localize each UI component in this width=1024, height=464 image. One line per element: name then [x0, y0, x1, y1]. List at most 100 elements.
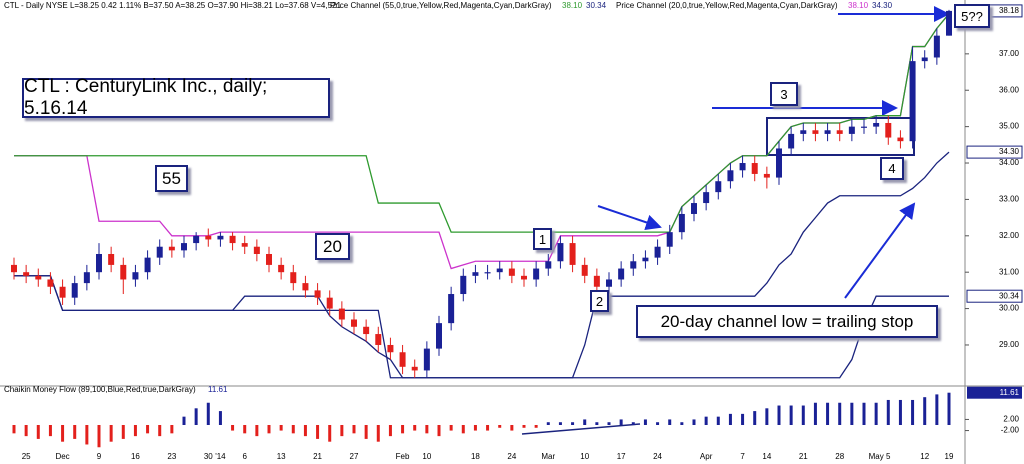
x-tick-label: 10	[580, 452, 589, 461]
candle-body	[678, 213, 685, 233]
candle-body	[812, 130, 819, 134]
candle-body	[193, 235, 200, 244]
cmf-bar	[243, 425, 247, 434]
cmf-bar	[789, 405, 793, 425]
candle-body	[751, 163, 758, 174]
cmf-bar	[656, 422, 660, 425]
label-box: 4	[880, 157, 904, 180]
y-tick-label: 36.00	[999, 85, 1020, 94]
candle-body	[108, 253, 115, 265]
x-tick-label: 12	[920, 452, 929, 461]
candle-body	[521, 275, 527, 280]
study-label: Price Channel (20,0,true,Yellow,Red,Mage…	[616, 1, 838, 10]
cmf-bar	[255, 425, 259, 437]
candle-body	[642, 257, 649, 262]
x-tick-label: Mar	[541, 452, 555, 461]
stop-note: 20-day channel low = trailing stop	[636, 305, 938, 338]
last-value-box	[966, 145, 1023, 159]
cmf-bar	[838, 402, 842, 425]
last-value-label: 38.18	[999, 6, 1020, 15]
candle-body	[654, 246, 661, 258]
candle-body	[120, 264, 127, 280]
candle-body	[873, 122, 880, 127]
cmf-bar	[607, 422, 611, 425]
candle-body	[606, 279, 612, 287]
x-tick-label: May	[869, 452, 884, 461]
x-tick-label: 21	[799, 452, 808, 461]
candle-body	[363, 326, 370, 335]
x-tick-label: Dec	[55, 452, 69, 461]
cmf-bar	[231, 425, 235, 431]
cmf-bar	[401, 425, 405, 434]
cmf-bar	[716, 416, 720, 425]
symbol-line: CTL - Daily NYSE L=38.25 0.42 1.11% B=37…	[4, 1, 341, 10]
candle-body	[630, 261, 637, 269]
study-value: 30.34	[586, 1, 607, 10]
cmf-bar	[303, 425, 307, 437]
cmf-bar	[425, 425, 429, 434]
cmf-bar	[109, 425, 113, 442]
candle-body	[278, 264, 285, 273]
cmf-bar	[631, 422, 635, 425]
candle-body	[861, 126, 867, 128]
trend-line	[521, 423, 641, 435]
last-value-label: 11.61	[1000, 388, 1020, 397]
cmf-bar	[765, 408, 769, 425]
candle-body	[739, 163, 746, 171]
candle-body	[448, 294, 455, 324]
candle-body	[508, 268, 515, 276]
cmf-bar	[352, 425, 356, 434]
label-box: 55	[155, 165, 188, 192]
candle-body	[496, 268, 503, 273]
candle-body	[472, 272, 479, 276]
x-tick-label: 19	[945, 452, 954, 461]
x-tick-label: 6	[242, 452, 247, 461]
candle-body	[47, 279, 54, 287]
cmf-bar	[218, 411, 222, 425]
cmf-bar	[61, 425, 65, 442]
candle-body	[23, 272, 30, 276]
candle-body	[375, 334, 382, 345]
candle-body	[909, 61, 916, 142]
cmf-bar	[158, 425, 162, 437]
y-tick-label: 31.00	[999, 267, 1020, 276]
candle-body	[132, 272, 139, 280]
cmf-bar	[498, 425, 502, 428]
cmf-bar	[182, 416, 186, 425]
label-box: 3	[770, 82, 798, 106]
cmf-bar	[510, 425, 514, 431]
candle-body	[59, 286, 66, 298]
cmf-bar	[923, 397, 927, 425]
y-tick-label: 2.00	[1003, 415, 1019, 424]
arrow	[844, 202, 916, 299]
x-tick-label: 13	[277, 452, 286, 461]
cmf-value: 11.61	[208, 385, 228, 394]
last-value-box	[967, 386, 1022, 399]
x-tick-label: 5	[886, 452, 891, 461]
y-tick-label: 37.00	[999, 49, 1020, 58]
cmf-bar	[898, 399, 902, 425]
candle-body	[302, 283, 309, 291]
channel-line	[14, 151, 950, 379]
candle-body	[921, 57, 928, 62]
cmf-bar	[777, 405, 781, 425]
candle-body	[266, 253, 272, 265]
x-tick-label: 18	[471, 452, 480, 461]
title-box: CTL : CenturyLink Inc., daily; 5.16.14	[22, 76, 330, 119]
channel-line	[14, 13, 950, 270]
candle-body	[83, 272, 90, 284]
cmf-bar	[947, 392, 951, 425]
arrow	[597, 205, 662, 231]
cmf-bar	[874, 402, 878, 425]
candle-body	[399, 352, 406, 367]
candle-body	[581, 264, 588, 276]
x-tick-label: 9	[97, 452, 102, 461]
cmf-bar	[704, 416, 708, 425]
cmf-bar	[886, 399, 890, 425]
y-tick-label: 30.00	[999, 304, 1020, 313]
x-tick-label: 23	[167, 452, 176, 461]
cmf-bar	[73, 425, 77, 439]
cmf-bar	[668, 419, 672, 425]
